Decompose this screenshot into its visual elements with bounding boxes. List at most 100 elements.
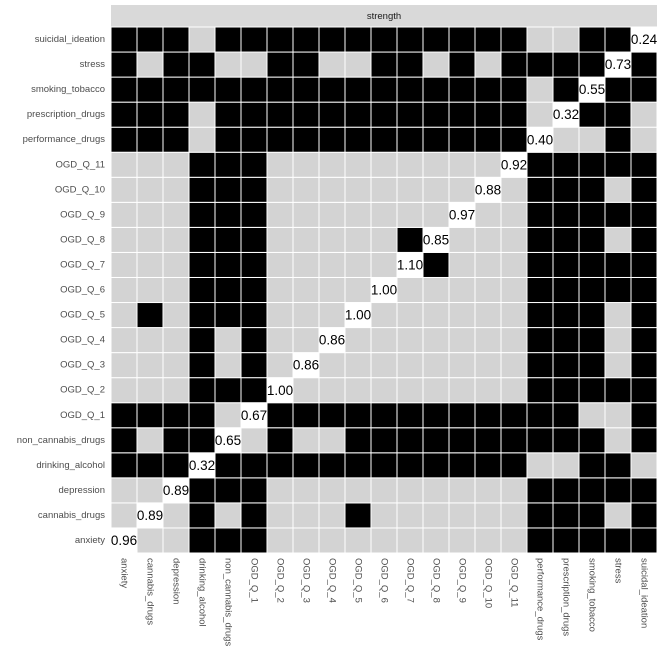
diagonal-label: 0.88 xyxy=(475,182,501,197)
cell xyxy=(526,76,554,103)
cell xyxy=(162,251,190,278)
cell xyxy=(240,26,268,53)
cell xyxy=(214,126,242,153)
y-tick-label: cannabis_drugs xyxy=(38,510,105,521)
diagonal-label: 0.96 xyxy=(111,533,137,548)
cell xyxy=(344,276,372,304)
cell xyxy=(344,26,372,53)
cell xyxy=(110,251,138,278)
cell xyxy=(240,527,268,554)
cell xyxy=(630,502,658,529)
cell xyxy=(474,51,502,78)
cell xyxy=(266,126,294,153)
cell xyxy=(136,452,164,479)
x-tick-label: OGD_Q_9 xyxy=(456,558,467,603)
cell xyxy=(162,377,190,404)
y-tick-label: stress xyxy=(80,59,106,70)
cell xyxy=(240,502,268,529)
y-tick-label: OGD_Q_8 xyxy=(60,234,105,245)
cell xyxy=(578,527,606,554)
cell xyxy=(110,352,138,379)
cell xyxy=(552,126,580,153)
cell xyxy=(318,76,346,103)
x-tick-label: OGD_Q_8 xyxy=(430,558,441,603)
cell xyxy=(162,226,190,253)
cell xyxy=(214,302,242,329)
x-tick-label: drinking_alcohol xyxy=(196,558,207,627)
x-tick-label: OGD_Q_10 xyxy=(482,558,493,608)
cell xyxy=(526,176,554,203)
cell xyxy=(370,377,398,404)
cell xyxy=(318,402,346,429)
cell xyxy=(448,176,476,203)
y-tick-label: depression xyxy=(59,485,105,496)
y-tick-label: OGD_Q_4 xyxy=(60,335,105,346)
cell xyxy=(578,276,606,304)
cell xyxy=(526,101,554,128)
cell xyxy=(604,151,632,178)
cell xyxy=(110,327,138,354)
cell xyxy=(422,402,450,429)
cell xyxy=(552,502,580,529)
y-tick-label: OGD_Q_7 xyxy=(60,259,105,270)
cell xyxy=(136,201,164,228)
cell xyxy=(474,251,502,278)
cell xyxy=(578,302,606,329)
cell xyxy=(136,402,164,429)
cell xyxy=(188,101,216,128)
diagonal-label: 0.40 xyxy=(527,132,553,147)
cell xyxy=(188,477,216,504)
cell xyxy=(344,76,372,103)
cell xyxy=(370,402,398,429)
cell xyxy=(136,276,164,304)
cell xyxy=(110,452,138,479)
cell xyxy=(214,151,242,178)
cell xyxy=(344,527,372,554)
cell xyxy=(344,176,372,203)
cell xyxy=(500,377,528,404)
cell xyxy=(396,76,424,103)
cell xyxy=(110,477,138,504)
cell xyxy=(266,477,294,504)
x-tick-label: suicidal_ideation xyxy=(638,558,649,628)
x-tick-label: OGD_Q_3 xyxy=(300,558,311,603)
cell xyxy=(422,151,450,178)
cell xyxy=(500,352,528,379)
cell xyxy=(500,502,528,529)
cell xyxy=(240,427,268,454)
cell xyxy=(292,402,320,429)
cell xyxy=(552,226,580,253)
cell xyxy=(110,226,138,253)
cell xyxy=(344,126,372,153)
cell xyxy=(500,527,528,554)
cell xyxy=(370,226,398,253)
cell xyxy=(318,527,346,554)
cell xyxy=(578,26,606,53)
cell xyxy=(110,126,138,153)
cell xyxy=(526,226,554,253)
cell xyxy=(422,452,450,479)
cell xyxy=(526,302,554,329)
cell xyxy=(552,201,580,228)
cell xyxy=(240,276,268,304)
cell xyxy=(474,126,502,153)
cell xyxy=(552,151,580,178)
cell xyxy=(344,327,372,354)
diagonal-cell xyxy=(292,352,320,379)
cell xyxy=(604,251,632,278)
cell xyxy=(214,452,242,479)
x-tick-label: anxiety xyxy=(118,558,129,588)
cell xyxy=(370,126,398,153)
cell xyxy=(136,251,164,278)
cell xyxy=(604,226,632,253)
cell xyxy=(292,251,320,278)
cell xyxy=(292,201,320,228)
cell xyxy=(266,201,294,228)
cell xyxy=(292,126,320,153)
cell xyxy=(630,251,658,278)
cell xyxy=(292,502,320,529)
cell xyxy=(318,226,346,253)
cell xyxy=(604,427,632,454)
cell xyxy=(188,176,216,203)
cell xyxy=(630,51,658,78)
